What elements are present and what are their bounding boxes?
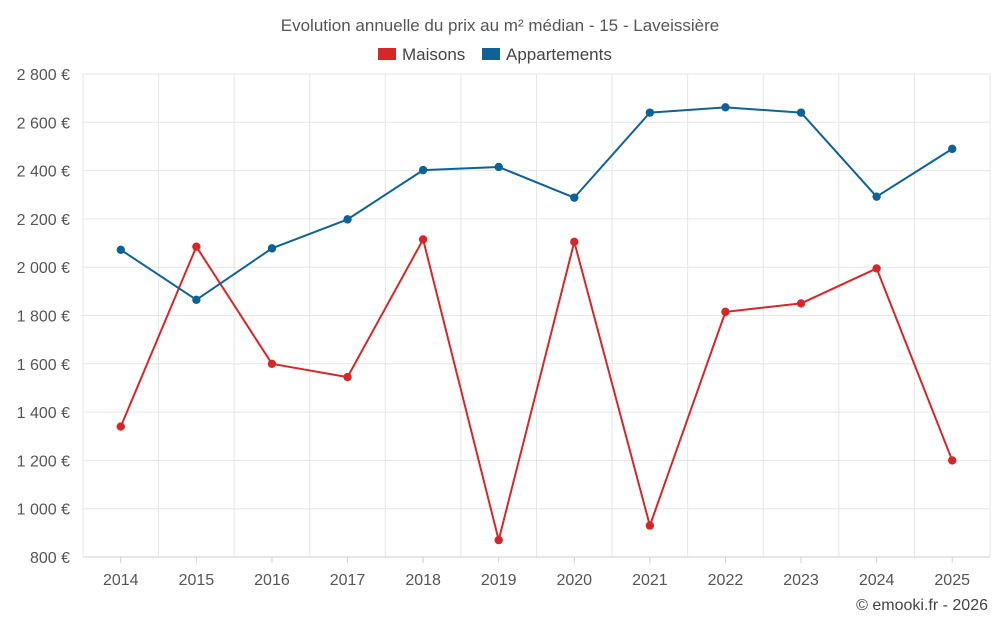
x-tick-label: 2017 xyxy=(330,572,366,589)
data-point-appartements[interactable] xyxy=(570,193,579,202)
data-point-appartements[interactable] xyxy=(494,162,503,172)
y-tick-label: 1 000 € xyxy=(17,502,70,519)
data-point-maisons[interactable] xyxy=(192,242,201,251)
data-point-maisons[interactable] xyxy=(418,235,428,244)
data-point-appartements[interactable] xyxy=(267,244,277,253)
legend: Maisons Appartements xyxy=(378,45,612,64)
legend-swatch-appartements xyxy=(482,48,500,60)
series-line-appartements xyxy=(120,106,953,301)
legend-label-maisons[interactable]: Maisons xyxy=(402,45,465,64)
data-point-appartements[interactable] xyxy=(192,295,201,305)
series xyxy=(116,103,957,545)
data-point-maisons[interactable] xyxy=(721,307,730,317)
data-point-maisons[interactable] xyxy=(570,237,579,247)
data-point-maisons[interactable] xyxy=(343,372,352,382)
y-tick-label: 2 000 € xyxy=(17,260,70,277)
data-point-maisons[interactable] xyxy=(948,456,957,465)
legend-label-appartements[interactable]: Appartements xyxy=(506,45,612,64)
y-tick-label: 2 800 € xyxy=(17,67,70,84)
y-tick-label: 1 800 € xyxy=(17,309,70,326)
legend-swatch-maisons xyxy=(378,48,396,60)
grid xyxy=(82,73,991,558)
data-point-appartements[interactable] xyxy=(116,245,125,255)
data-point-maisons[interactable] xyxy=(872,264,881,273)
x-tick-label: 2025 xyxy=(934,572,970,589)
credit-text: © emooki.fr - 2026 xyxy=(856,597,988,614)
y-tick-label: 1 400 € xyxy=(17,405,70,422)
y-tick-label: 1 600 € xyxy=(17,357,70,374)
data-point-maisons[interactable] xyxy=(645,521,655,530)
y-tick-label: 2 600 € xyxy=(17,115,70,132)
y-tick-label: 1 200 € xyxy=(17,453,70,470)
data-point-appartements[interactable] xyxy=(721,103,730,112)
x-tick-label: 2020 xyxy=(556,572,592,589)
data-point-appartements[interactable] xyxy=(343,215,352,224)
y-tick-label: 2 200 € xyxy=(17,212,70,229)
x-tick-label: 2018 xyxy=(405,572,441,589)
x-tick-label: 2015 xyxy=(179,572,215,589)
x-tick-label: 2022 xyxy=(708,572,744,589)
series-line-maisons xyxy=(119,238,954,542)
x-tick-label: 2021 xyxy=(632,572,668,589)
x-axis: 2014 2015 2016 2017 2018 2019 2020 2021 2022 2023… xyxy=(83,556,990,589)
y-axis: 800 € 1 000 € 1 200 € 1 400 € 1 600 € 1 800 €… xyxy=(17,67,70,567)
data-point-appartements[interactable] xyxy=(948,144,957,154)
y-tick-label: 800 € xyxy=(30,550,70,567)
data-point-appartements[interactable] xyxy=(645,108,655,117)
y-tick-label: 2 400 € xyxy=(17,164,70,181)
x-tick-label: 2014 xyxy=(103,572,139,589)
chart-title: Evolution annuelle du prix au m² médian … xyxy=(281,16,719,35)
data-point-appartements[interactable] xyxy=(796,108,806,117)
data-point-maisons[interactable] xyxy=(494,535,503,545)
data-point-appartements[interactable] xyxy=(872,192,881,201)
x-tick-label: 2023 xyxy=(783,572,819,589)
data-point-maisons[interactable] xyxy=(267,359,277,368)
x-tick-label: 2019 xyxy=(481,572,517,589)
x-tick-label: 2016 xyxy=(254,572,290,589)
data-point-maisons[interactable] xyxy=(116,422,125,431)
data-point-appartements[interactable] xyxy=(418,165,428,175)
x-tick-label: 2024 xyxy=(859,572,895,589)
data-point-maisons[interactable] xyxy=(796,299,806,308)
